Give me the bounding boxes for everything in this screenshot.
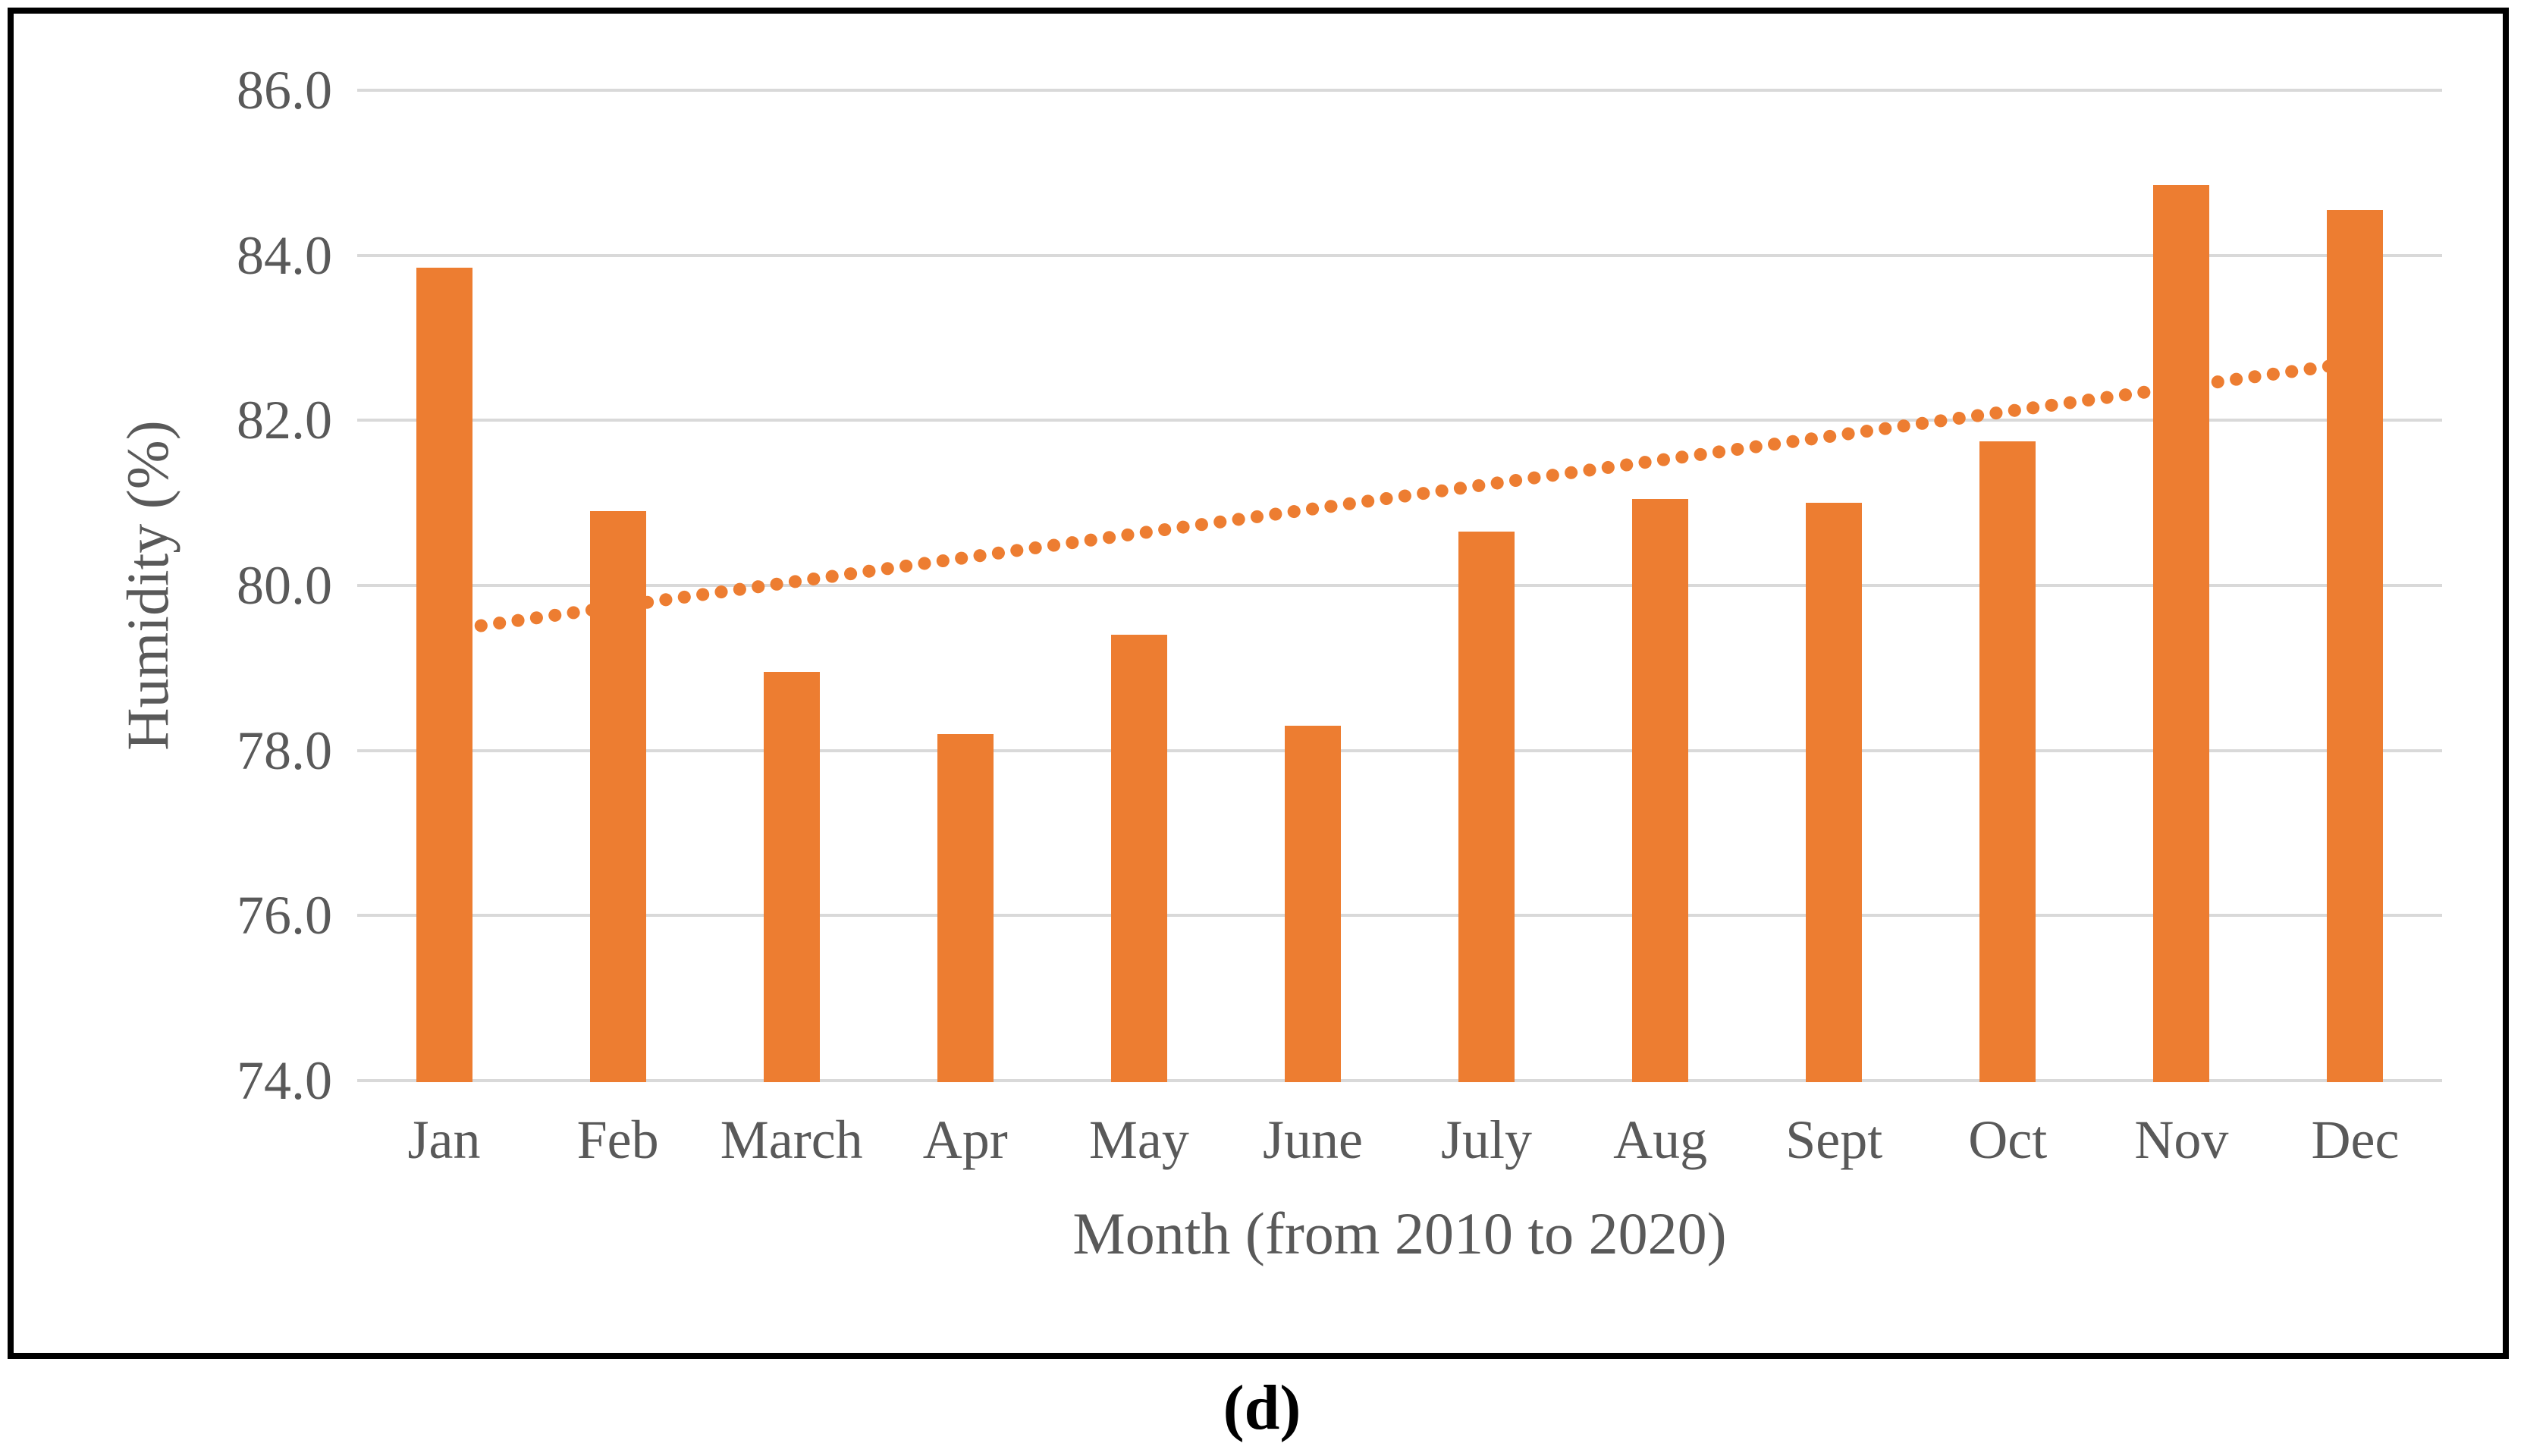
linear-trendline bbox=[438, 356, 2362, 638]
y-tick-label: 82.0 bbox=[237, 390, 332, 451]
bar-July bbox=[1458, 532, 1515, 1082]
x-tick-label-May: May bbox=[1088, 1109, 1189, 1170]
figure-caption: (d) bbox=[1223, 1373, 1301, 1443]
bar-Aug bbox=[1632, 498, 1689, 1082]
bar-May bbox=[1110, 635, 1167, 1082]
bar-Dec bbox=[2327, 209, 2384, 1082]
x-tick-label-Apr: Apr bbox=[922, 1109, 1008, 1170]
y-tick-label: 80.0 bbox=[237, 555, 332, 616]
gridline-78.0 bbox=[357, 748, 2442, 752]
x-tick-label-Jan: Jan bbox=[407, 1109, 481, 1170]
bar-June bbox=[1284, 726, 1341, 1082]
bar-Apr bbox=[937, 733, 994, 1082]
bar-Feb bbox=[589, 511, 646, 1082]
x-tick-label-Nov: Nov bbox=[2134, 1109, 2229, 1170]
x-tick-label-Feb: Feb bbox=[576, 1109, 659, 1170]
y-axis-title: Humidity (%) bbox=[115, 420, 181, 751]
y-tick-label: 86.0 bbox=[237, 60, 332, 121]
bar-Jan bbox=[416, 267, 472, 1082]
x-tick-label-Aug: Aug bbox=[1613, 1109, 1708, 1170]
x-axis-title: Month (from 2010 to 2020) bbox=[1072, 1200, 1727, 1266]
x-tick-label-June: June bbox=[1262, 1109, 1363, 1170]
x-tick-label-July: July bbox=[1441, 1109, 1533, 1170]
bar-Nov bbox=[2153, 185, 2210, 1082]
gridline-84.0 bbox=[357, 253, 2442, 257]
gridline-82.0 bbox=[357, 419, 2442, 422]
gridline-86.0 bbox=[357, 89, 2442, 92]
bar-Sept bbox=[1806, 503, 1863, 1082]
bar-Oct bbox=[1979, 441, 2036, 1082]
gridline-80.0 bbox=[357, 584, 2442, 587]
chart-border-box: 86.0 84.0 82.0 80.0 78.0 76.0 74.0 Jan Feb March… bbox=[8, 8, 2509, 1359]
x-tick-label-Oct: Oct bbox=[1968, 1109, 2048, 1170]
y-tick-label: 78.0 bbox=[237, 720, 332, 781]
y-tick-label: 74.0 bbox=[237, 1050, 332, 1111]
bar-March bbox=[763, 672, 820, 1082]
trendline-layer bbox=[438, 356, 2362, 638]
y-tick-label: 84.0 bbox=[237, 224, 332, 286]
gridline-76.0 bbox=[357, 914, 2442, 918]
y-tick-label: 76.0 bbox=[237, 885, 332, 946]
gridline-74.0 bbox=[357, 1079, 2442, 1082]
x-tick-label-March: March bbox=[720, 1109, 863, 1170]
x-tick-label-Dec: Dec bbox=[2311, 1109, 2400, 1170]
x-tick-label-Sept: Sept bbox=[1785, 1109, 1883, 1170]
